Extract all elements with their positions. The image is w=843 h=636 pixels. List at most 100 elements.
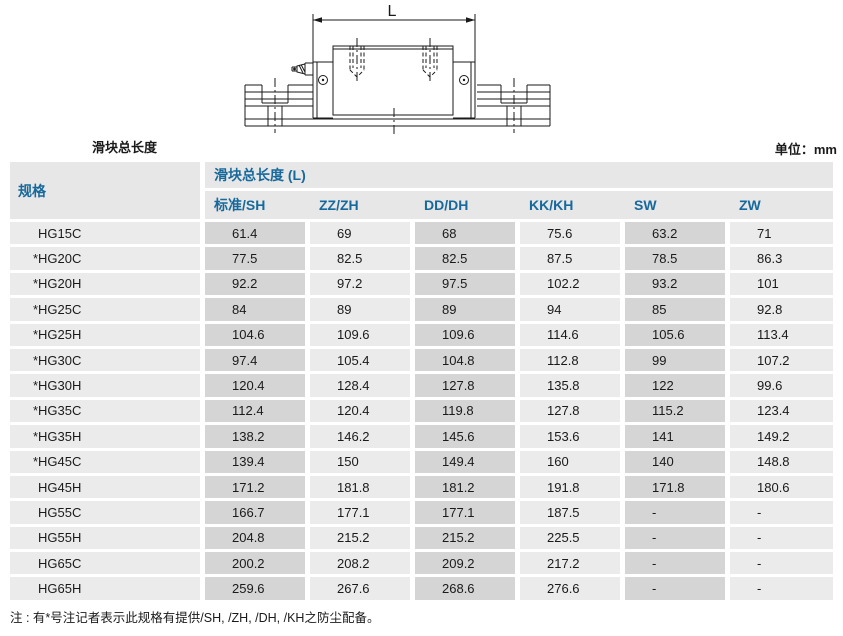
column-header: SW [634, 197, 657, 213]
value-cell: 89 [415, 298, 515, 321]
value-cell: 139.4 [205, 450, 305, 473]
spec-cell: HG65H [10, 577, 200, 600]
value-cell: 104.8 [415, 348, 515, 372]
value-cell: 68 [415, 222, 515, 245]
value-cell: - [625, 526, 725, 550]
spec-cell: * HG25H [10, 323, 200, 346]
value-cell: - [730, 577, 833, 600]
value-cell: 105.4 [310, 348, 410, 372]
column-header: 标准/SH [214, 197, 266, 213]
value-cell: 112.4 [205, 399, 305, 423]
value-cell: 148.8 [730, 450, 833, 473]
grease-hole-icon [459, 75, 469, 85]
value-cell: 97.4 [205, 348, 305, 372]
value-cell: 89 [310, 298, 410, 321]
value-cell: 99 [625, 348, 725, 372]
value-cell: 61.4 [205, 222, 305, 245]
spec-cell: * HG20C [10, 247, 200, 270]
spec-column-header: 规格 [10, 162, 200, 219]
spec-label: HG45H [38, 479, 82, 495]
spec-label: HG45C [38, 454, 82, 470]
group-header: 滑块总长度 (L) [205, 162, 833, 188]
value-cell: 109.6 [415, 323, 515, 346]
value-cell: 276.6 [520, 577, 620, 600]
value-cell: 225.5 [520, 526, 620, 550]
spec-cell: HG45H [10, 475, 200, 499]
value-cell: 140 [625, 450, 725, 473]
value-cell: 181.2 [415, 475, 515, 499]
value-cell: 82.5 [415, 247, 515, 270]
value-cell: 145.6 [415, 425, 515, 448]
spec-label: HG35C [38, 403, 82, 419]
column-header: ZZ/ZH [319, 197, 359, 213]
footnote: 注 : 有*号注记者表示此规格有提供/SH, /ZH, /DH, /KH之防尘配… [10, 611, 380, 625]
grease-hole-icon [318, 75, 328, 85]
spec-label: HG35H [38, 428, 82, 444]
value-cell: 86.3 [730, 247, 833, 270]
dustproof-star: * [32, 251, 38, 267]
spec-cell: HG65C [10, 552, 200, 575]
value-cell: 101 [730, 272, 833, 296]
value-cell: 177.1 [310, 501, 410, 524]
value-cell: 107.2 [730, 348, 833, 372]
spec-cell: * HG30C [10, 348, 200, 372]
value-cell: 127.8 [415, 374, 515, 397]
value-cell: - [625, 577, 725, 600]
spec-cell: * HG20H [10, 272, 200, 296]
spec-table: 规格 滑块总长度 (L) 标准/SH ZZ/ZH DD/DH KK/KH SW ZW HG1… [10, 162, 833, 600]
value-cell: 187.5 [520, 501, 620, 524]
spec-cell: * HG35H [10, 425, 200, 448]
spec-label: HG25H [38, 327, 82, 343]
dustproof-star: * [32, 378, 38, 394]
value-cell: 204.8 [205, 526, 305, 550]
rail-side-view [244, 78, 551, 133]
value-cell: 180.6 [730, 475, 833, 499]
value-cell: 94 [520, 298, 620, 321]
grease-nipple-icon [291, 62, 313, 76]
value-cell: - [730, 501, 833, 524]
dustproof-star: * [32, 301, 38, 317]
spec-label: HG25C [38, 301, 82, 317]
value-cell: 69 [310, 222, 410, 245]
value-cell: 77.5 [205, 247, 305, 270]
value-cell: 138.2 [205, 425, 305, 448]
value-cell: 123.4 [730, 399, 833, 423]
value-cell: 71 [730, 222, 833, 245]
value-cell: 82.5 [310, 247, 410, 270]
dustproof-star: * [32, 352, 38, 368]
value-cell: 75.6 [520, 222, 620, 245]
value-cell: 127.8 [520, 399, 620, 423]
value-cell: 160 [520, 450, 620, 473]
column-header: DD/DH [424, 197, 469, 213]
spec-label: HG65H [38, 581, 82, 597]
spec-cell: * HG25C [10, 298, 200, 321]
spec-cell: * HG30H [10, 374, 200, 397]
value-cell: 141 [625, 425, 725, 448]
value-cell: 150 [310, 450, 410, 473]
value-cell: 217.2 [520, 552, 620, 575]
dustproof-star: * [32, 454, 38, 470]
dimension-label: L [388, 3, 397, 20]
value-cell: 114.6 [520, 323, 620, 346]
value-cell: 209.2 [415, 552, 515, 575]
value-cell: 92.2 [205, 272, 305, 296]
value-cell: 122 [625, 374, 725, 397]
spec-label: HG55C [38, 504, 82, 520]
spec-cell: HG55H [10, 526, 200, 550]
value-cell: 171.8 [625, 475, 725, 499]
value-cell: 153.6 [520, 425, 620, 448]
spec-label: HG30H [38, 378, 82, 394]
value-cell: 171.2 [205, 475, 305, 499]
value-cell: 97.5 [415, 272, 515, 296]
value-cell: - [625, 552, 725, 575]
value-cell: 149.4 [415, 450, 515, 473]
value-cell: 102.2 [520, 272, 620, 296]
spec-label: HG15C [38, 225, 82, 241]
value-cell: 104.6 [205, 323, 305, 346]
value-cell: 215.2 [310, 526, 410, 550]
value-cell: 119.8 [415, 399, 515, 423]
value-cell: 115.2 [625, 399, 725, 423]
value-cell: 109.6 [310, 323, 410, 346]
subheader-strip [205, 191, 833, 219]
